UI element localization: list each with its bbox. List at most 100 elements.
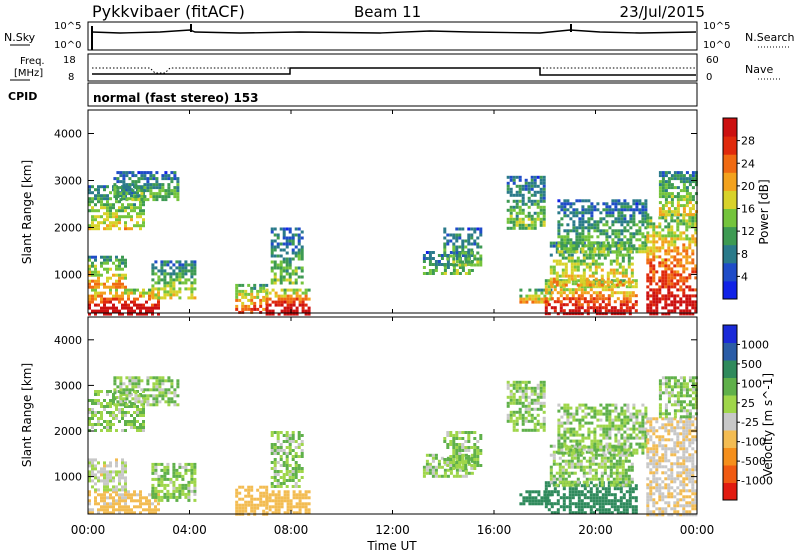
power-cell (131, 180, 135, 184)
power-cell (676, 216, 680, 220)
power-cell (458, 245, 462, 249)
velocity-cell (618, 483, 622, 487)
velocity-cell (280, 505, 284, 509)
velocity-cell (294, 470, 298, 473)
power-cell (113, 177, 117, 181)
velocity-cell (256, 503, 260, 507)
velocity-cell (602, 445, 606, 449)
velocity-cell (283, 496, 287, 500)
velocity-cell (585, 477, 589, 481)
power-cell (515, 193, 519, 197)
power-cell (291, 242, 295, 246)
power-cell (568, 312, 572, 316)
nsearch-tick-top: 10^5 (703, 21, 730, 32)
power-cell (607, 303, 611, 307)
power-cell (626, 220, 630, 224)
velocity-cell (244, 503, 248, 507)
velocity-cell (116, 385, 120, 389)
power-cell (589, 285, 593, 289)
power-cell (190, 281, 194, 285)
velocity-cell (539, 407, 543, 411)
velocity-cell (446, 461, 450, 464)
velocity-cell (250, 497, 254, 501)
velocity-cell (109, 464, 112, 468)
power-cell (300, 245, 304, 249)
velocity-cell (121, 508, 124, 512)
power-cell (539, 199, 543, 203)
power-cell (631, 294, 635, 298)
power-cell (187, 278, 191, 282)
velocity-cell (276, 446, 280, 449)
velocity-cell (91, 511, 94, 515)
power-cell (241, 283, 245, 287)
velocity-cell (241, 509, 245, 513)
power-cell (130, 288, 133, 292)
velocity-cell (549, 468, 553, 472)
velocity-cell (562, 496, 566, 500)
power-cell (579, 262, 583, 266)
velocity-cell (590, 421, 594, 425)
velocity-cell (560, 424, 564, 428)
power-cell (518, 178, 522, 182)
power-cell (190, 296, 194, 300)
velocity-cell (97, 393, 100, 396)
velocity-cell (547, 499, 551, 503)
velocity-cell (627, 468, 631, 472)
power-cell (88, 191, 91, 195)
power-cell (658, 288, 662, 292)
power-cell (691, 294, 695, 298)
power-cell (555, 277, 559, 281)
velocity-cell (604, 508, 608, 512)
power-cell (618, 280, 622, 284)
power-cell (446, 233, 450, 237)
velocity-cell (158, 388, 162, 392)
velocity-cell (622, 502, 626, 506)
velocity-cell (172, 489, 176, 493)
velocity-cell (282, 461, 286, 464)
power-cell (103, 303, 106, 307)
velocity-cell (193, 477, 197, 481)
power-cell (143, 183, 147, 187)
power-cell (97, 200, 100, 204)
power-cell (581, 199, 585, 203)
velocity-cell (627, 483, 631, 487)
power-cell (559, 288, 563, 292)
power-cell (169, 290, 173, 294)
velocity-cell (103, 502, 106, 506)
power-cell (613, 279, 617, 283)
power-cell (97, 209, 100, 213)
power-cell (279, 248, 283, 252)
velocity-cell (553, 481, 557, 485)
velocity-cell (458, 446, 462, 449)
power-cell (641, 235, 645, 239)
velocity-cell (470, 453, 474, 457)
velocity-cell (570, 465, 574, 469)
power-cell (149, 183, 153, 187)
velocity-cell (100, 390, 103, 393)
power-cell (291, 281, 295, 285)
velocity-cell (300, 440, 304, 443)
velocity-cell (567, 459, 571, 463)
power-cell (602, 232, 606, 236)
velocity-cell (461, 474, 465, 478)
velocity-cell (618, 462, 622, 466)
velocity-cell (575, 418, 579, 422)
velocity-cell (297, 464, 301, 467)
power-cell (464, 260, 468, 263)
power-cell (169, 296, 173, 300)
power-cell (544, 291, 548, 295)
power-cell (682, 219, 686, 223)
power-cell (613, 285, 617, 289)
power-cell (632, 199, 636, 203)
power-cell (479, 233, 483, 237)
velocity-cell (560, 406, 564, 410)
velocity-cell (428, 453, 432, 457)
power-cell (512, 199, 516, 203)
power-cell (664, 201, 668, 205)
power-cell (547, 282, 551, 286)
power-cell (155, 195, 159, 199)
velocity-cell (437, 474, 441, 478)
power-cell (455, 245, 459, 249)
power-cell (559, 294, 563, 298)
velocity-cell (649, 510, 653, 514)
